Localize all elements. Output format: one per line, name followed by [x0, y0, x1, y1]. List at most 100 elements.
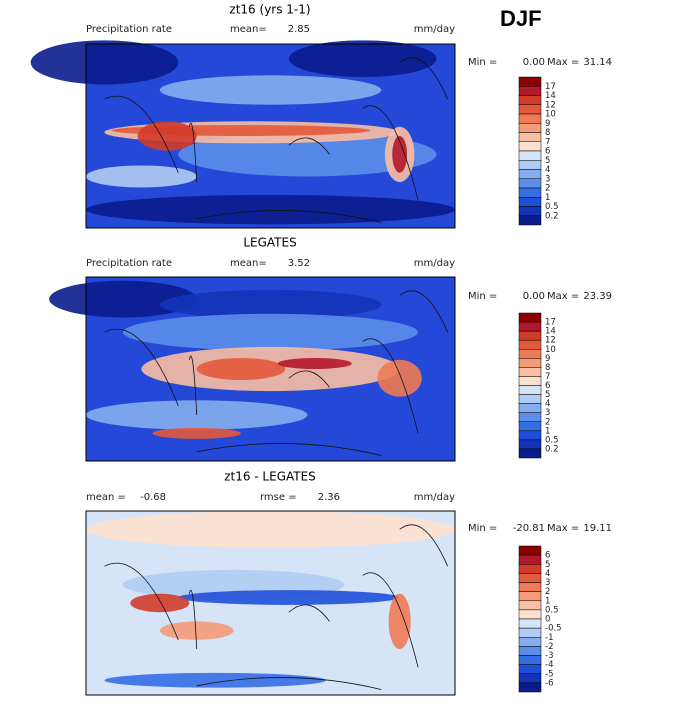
map-field	[159, 75, 382, 105]
colorbar-label: 0.5	[545, 605, 559, 615]
coastline	[196, 210, 382, 223]
map-frame	[85, 43, 456, 229]
colorbar-swatch	[518, 618, 542, 629]
field-label: Precipitation rate	[86, 24, 172, 35]
coastline	[362, 105, 419, 201]
colorbar-label: 8	[545, 128, 550, 138]
colorbar-label: 3	[545, 408, 550, 418]
stat-value: -0.68	[140, 492, 166, 503]
colorbar-label: 0	[545, 615, 550, 625]
map-frame	[85, 276, 456, 462]
stat-value: 2.36	[318, 492, 340, 503]
units-label: mm/day	[414, 24, 455, 35]
colorbar-swatch	[518, 564, 542, 574]
stat-label: mean =	[86, 492, 126, 503]
coastline	[288, 137, 330, 155]
colorbar-label: 4	[545, 165, 550, 175]
colorbar-label: 3	[545, 578, 550, 588]
colorbar-label: 6	[545, 551, 550, 561]
colorbar-swatch	[518, 86, 542, 96]
coastline	[104, 328, 179, 406]
colorbar-swatch	[518, 215, 542, 226]
colorbar-swatch	[518, 554, 542, 565]
colorbar-swatch	[518, 385, 542, 395]
colorbar-label: 10	[545, 345, 556, 355]
season-label: DJF	[500, 6, 542, 31]
colorbar-swatch	[518, 312, 542, 323]
coastline	[196, 677, 382, 690]
colorbar-swatch	[518, 141, 542, 152]
colorbar-label: 8	[545, 363, 550, 373]
colorbar-label: 14	[545, 327, 556, 337]
colorbar-swatch	[518, 394, 542, 404]
colorbar-swatch	[518, 600, 542, 611]
colorbar-swatch	[518, 655, 542, 665]
coastline	[104, 95, 179, 173]
coastline	[362, 338, 419, 434]
colorbar-swatch	[518, 448, 542, 459]
colorbar-swatch	[518, 573, 542, 583]
coastline	[362, 572, 419, 668]
map	[49, 276, 456, 462]
colorbar-swatch	[518, 169, 542, 179]
map-field	[178, 132, 437, 177]
panel-title: zt16 (yrs 1-1)	[229, 3, 310, 17]
map-frame	[85, 510, 456, 696]
colorbar-swatch	[518, 609, 542, 620]
colorbar-swatch	[518, 627, 542, 638]
map-field	[377, 359, 422, 397]
colorbar-label: 1	[545, 193, 550, 203]
max-value: 23.39	[583, 291, 612, 302]
max-label: Max =	[547, 523, 579, 534]
colorbar-swatch	[518, 321, 542, 332]
max-label: Max =	[547, 291, 579, 302]
colorbar-swatch	[518, 76, 542, 87]
colorbar-swatch	[518, 591, 542, 601]
colorbar-label: 0.2	[545, 211, 559, 221]
colorbar-swatch	[518, 664, 542, 674]
coastline	[288, 370, 330, 388]
colorbar-label: 0.5	[545, 202, 559, 212]
stat-label: rmse =	[260, 492, 297, 503]
stat-label: mean=	[230, 24, 267, 35]
colorbar-label: 0.2	[545, 444, 559, 454]
colorbar-label: 14	[545, 91, 556, 101]
stat-label: mean=	[230, 258, 267, 269]
colorbar-swatch	[518, 330, 542, 341]
colorbar-swatch	[518, 113, 542, 124]
field-label: Precipitation rate	[86, 258, 172, 269]
colorbar-swatch	[518, 132, 542, 142]
colorbar-swatch	[518, 367, 542, 377]
colorbar-label: 0.5	[545, 435, 559, 445]
coastline	[399, 524, 448, 567]
colorbar-label: -2	[545, 642, 553, 652]
colorbar-swatch	[518, 187, 542, 198]
min-value: 0.00	[523, 291, 545, 302]
colorbar-label: 10	[545, 110, 556, 120]
coastline	[188, 355, 198, 416]
map-field	[122, 313, 419, 351]
colorbar-label: 7	[545, 372, 550, 382]
colorbar-swatch	[518, 178, 542, 189]
colorbar-swatch	[518, 104, 542, 115]
colorbar-label: -4	[545, 660, 553, 670]
colorbar-label: -0.5	[545, 624, 562, 634]
colorbar-swatch	[518, 206, 542, 216]
panel-title: zt16 - LEGATES	[224, 470, 316, 484]
colorbar-swatch	[518, 95, 542, 105]
stat-value: 3.52	[288, 258, 310, 269]
colorbar-swatch	[518, 545, 542, 556]
max-value: 31.14	[583, 57, 612, 68]
max-label: Max =	[547, 57, 579, 68]
units-label: mm/day	[414, 492, 455, 503]
colorbar-label: 17	[545, 82, 556, 92]
map-field	[196, 357, 286, 381]
colorbar-swatch	[518, 421, 542, 432]
map-field	[86, 511, 455, 548]
colorbar-swatch	[518, 376, 542, 386]
panel-title: LEGATES	[243, 236, 296, 250]
colorbar-label: 9	[545, 119, 550, 129]
colorbar-swatch	[518, 439, 542, 450]
colorbar-label: 3	[545, 174, 550, 184]
